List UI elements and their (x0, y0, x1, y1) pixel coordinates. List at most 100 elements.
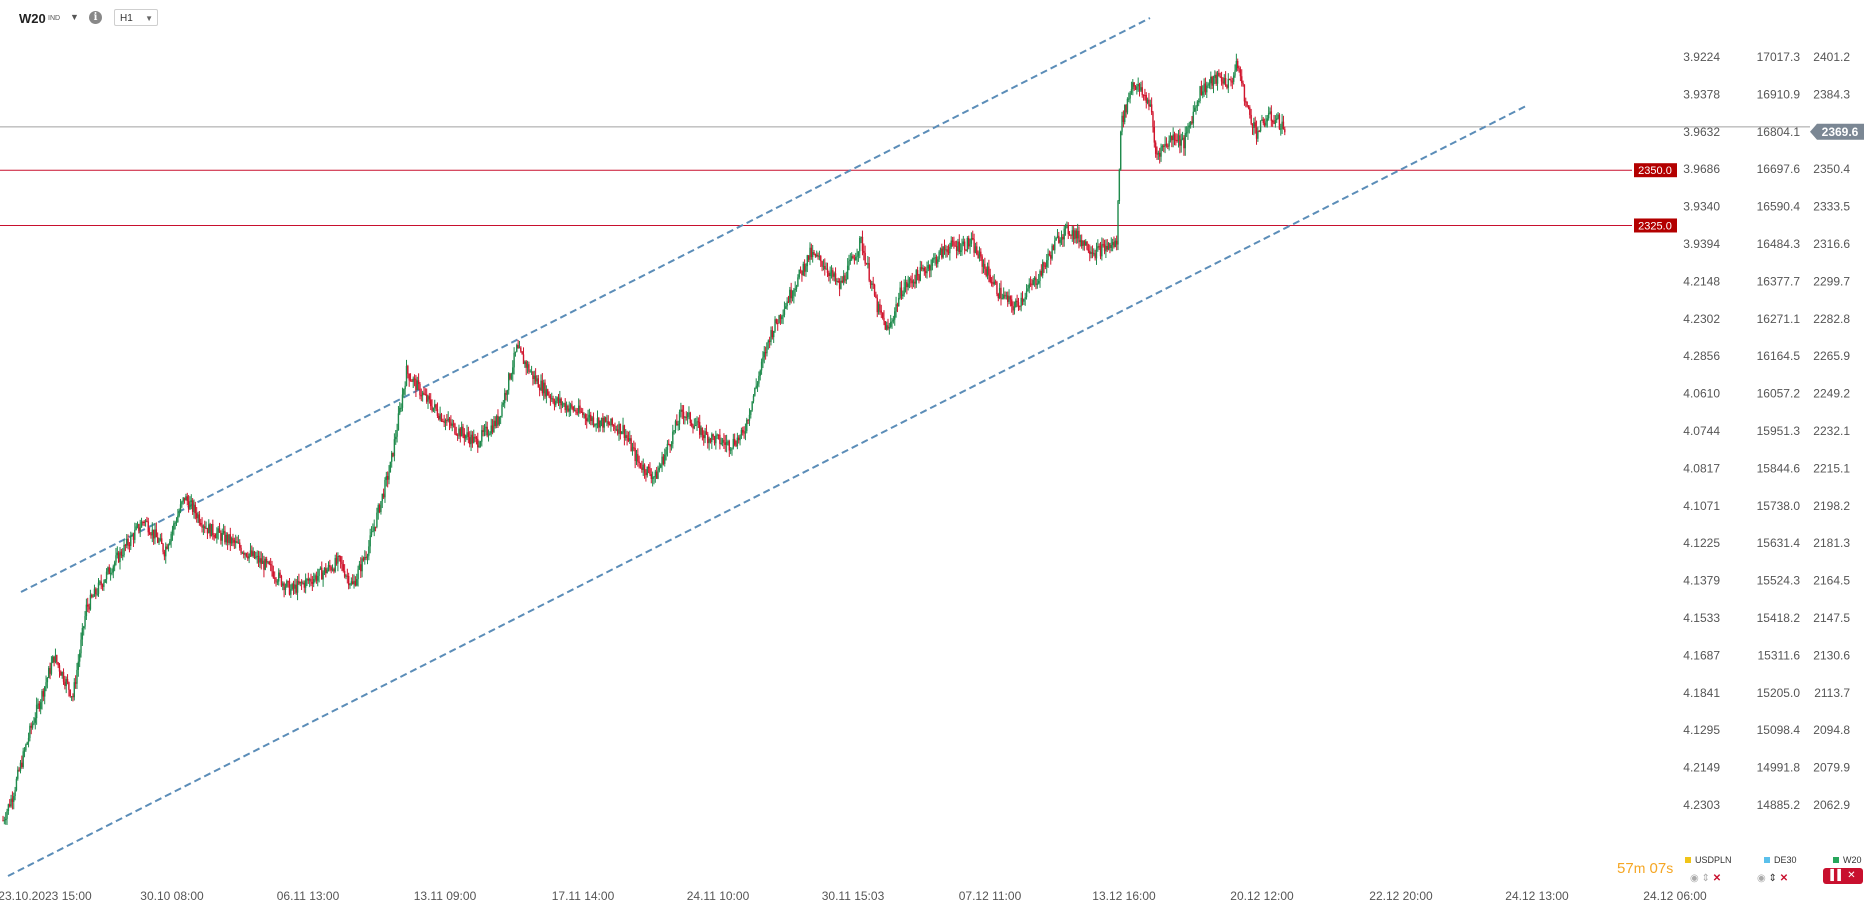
candle-body (1192, 111, 1195, 124)
candle-body (751, 401, 753, 411)
candle-body (2, 820, 4, 822)
candle-body (777, 323, 779, 325)
candle-body (748, 414, 751, 421)
candle-body (556, 397, 558, 401)
candle-body (953, 242, 955, 246)
sort-icon: ⇕ (1768, 873, 1777, 884)
candle-body (279, 572, 281, 576)
candle-body (772, 330, 775, 338)
candle-body (81, 628, 84, 640)
de30-controls[interactable]: ◉ ⇕ ✕ (1757, 873, 1788, 884)
close-icon: ✕ (1712, 873, 1722, 884)
candle-body (855, 256, 857, 261)
candle-body (1156, 153, 1158, 155)
candle-body (43, 686, 46, 697)
candle-body (276, 581, 279, 583)
candle-body (400, 407, 402, 409)
candle-body (721, 439, 724, 443)
candle-body (1212, 77, 1215, 86)
candle-body (618, 423, 620, 434)
price-axis-label: 2113.7 (1814, 686, 1850, 700)
candle-body (1055, 237, 1057, 241)
candle-body (1002, 294, 1005, 299)
candle-body (391, 452, 393, 462)
level-label: 2350.0 (1638, 165, 1672, 177)
candle-body (252, 551, 254, 556)
candle-body (148, 532, 151, 535)
candle-countdown: 57m 07s (1617, 860, 1673, 877)
candle-body (637, 454, 639, 462)
candle-body (135, 526, 137, 530)
candle-body (974, 246, 977, 253)
candle-body (1163, 145, 1165, 147)
info-icon[interactable]: i (89, 11, 102, 24)
sort-icon: ⇕ (1701, 873, 1710, 884)
current-price-badge (1810, 123, 1864, 140)
candle-body (432, 407, 435, 411)
candle-body (360, 564, 362, 572)
candle-body (30, 725, 32, 728)
candle-body (984, 263, 986, 269)
candle-body (922, 267, 924, 270)
candle-body (1102, 244, 1104, 246)
legend-item-de30[interactable]: DE30 (1764, 855, 1797, 865)
candle-body (263, 560, 265, 570)
candle-body (973, 239, 975, 253)
candle-body (824, 265, 826, 269)
candle-body (234, 541, 237, 543)
candle-body (501, 404, 503, 417)
symbol-dropdown-icon[interactable]: ▼ (70, 12, 79, 22)
symbol-name[interactable]: W20 (19, 11, 46, 26)
candle-body (477, 438, 479, 448)
candle-body (45, 682, 47, 687)
candle-body (1136, 86, 1138, 90)
candle-body (482, 430, 484, 432)
candle-body (329, 565, 331, 568)
candle-body (1281, 121, 1283, 129)
candle-body (460, 426, 463, 437)
eye-icon: ◉ (1757, 873, 1766, 884)
candle-body (411, 380, 413, 382)
w20-active-controls[interactable]: ▌▌ ✕ (1823, 868, 1863, 884)
candle-body (240, 547, 242, 553)
candle-body (927, 265, 930, 269)
candle-body (518, 347, 521, 349)
candle-body (986, 266, 989, 276)
candle-body (849, 259, 852, 262)
candle-body (798, 269, 800, 278)
candle-body (719, 434, 721, 444)
candle-body (670, 443, 673, 447)
candle-body (53, 656, 55, 663)
candle-body (526, 364, 529, 368)
candle-body (872, 283, 874, 285)
candle-body (914, 281, 916, 284)
legend-item-w20[interactable]: W20 (1833, 855, 1862, 865)
candle-body (138, 524, 140, 531)
candle-body (1226, 85, 1228, 88)
timeframe-select[interactable]: H1 ▼ (114, 9, 158, 26)
usdpln-controls[interactable]: ◉ ⇕ ✕ (1690, 873, 1721, 884)
time-axis-label: 24.11 10:00 (687, 889, 750, 903)
candle-body (356, 579, 358, 586)
candle-body (867, 263, 869, 265)
candle-body (1133, 82, 1135, 87)
candle-body (397, 413, 400, 431)
candle-body (321, 567, 323, 580)
candle-body (704, 431, 706, 439)
candle-body (918, 275, 920, 281)
candle-body (1016, 300, 1018, 303)
candle-body (1142, 94, 1145, 96)
legend-item-usdpln[interactable]: USDPLN (1685, 855, 1732, 865)
candle-body (884, 321, 887, 330)
candle-body (525, 361, 527, 368)
candle-body (1172, 134, 1174, 141)
candle-body (1118, 169, 1121, 201)
candle-body (459, 428, 461, 437)
candle-body (18, 769, 20, 771)
candle-body (498, 416, 501, 425)
candle-body (1204, 83, 1207, 93)
candle-body (568, 408, 570, 412)
candle-body (537, 378, 540, 388)
candle-body (841, 280, 843, 283)
